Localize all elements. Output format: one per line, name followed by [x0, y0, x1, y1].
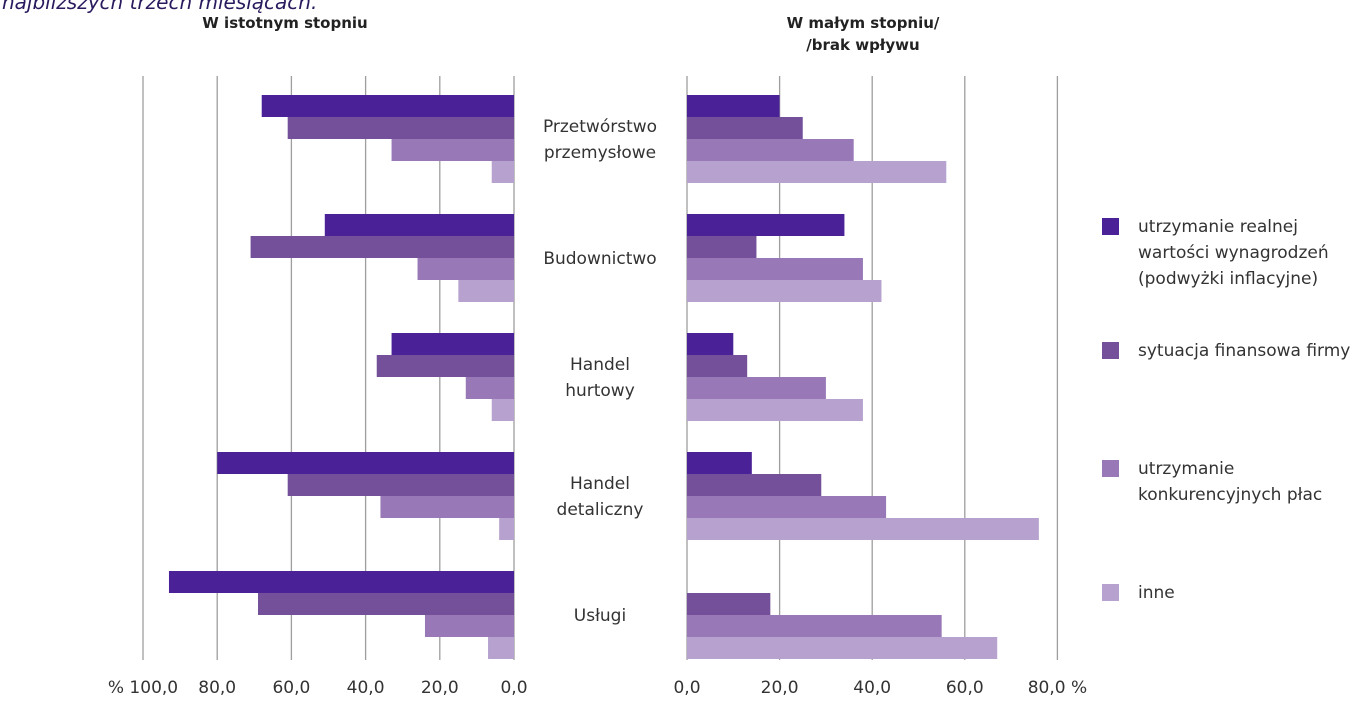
- bar-left-cat2-series0: [391, 333, 514, 355]
- x-tick-label-right-1: 20,0: [761, 678, 799, 698]
- legend-label-1: sytuacja finansowa firmy: [1138, 341, 1351, 361]
- legend-swatch-1: [1102, 342, 1119, 359]
- x-tick-label-left-2: 60,0: [272, 678, 310, 698]
- bar-right-cat4-series2: [687, 615, 942, 637]
- left-panel-header: W istotnym stopniu: [140, 12, 430, 34]
- bar-right-cat3-series3: [687, 518, 1039, 540]
- bar-right-cat0-series2: [687, 139, 854, 161]
- bar-left-cat0-series2: [391, 139, 514, 161]
- x-tick-label-left-4: 20,0: [421, 678, 459, 698]
- legend-swatch-0: [1102, 218, 1119, 235]
- legend-swatch-3: [1102, 584, 1119, 601]
- bar-left-cat1-series2: [417, 258, 514, 280]
- bar-right-cat2-series2: [687, 377, 826, 399]
- bar-left-cat2-series1: [376, 355, 514, 377]
- category-label-2-line0: Handel: [570, 355, 630, 375]
- x-tick-label-right-0: 0,0: [673, 678, 700, 698]
- category-label-1-line0: Budownictwo: [543, 249, 656, 269]
- bar-left-cat3-series1: [287, 474, 514, 496]
- bar-left-cat0-series1: [287, 117, 514, 139]
- x-tick-label-right-3: 60,0: [946, 678, 984, 698]
- right-panel-header: W małym stopniu/ /brak wpływu: [718, 12, 1008, 56]
- bar-right-cat0-series3: [687, 161, 947, 183]
- bar-right-cat3-series2: [687, 496, 887, 518]
- bar-left-cat4-series1: [258, 593, 514, 615]
- left-panel-header-text: W istotnym stopniu: [202, 14, 368, 32]
- bar-left-cat0-series3: [491, 161, 514, 183]
- bar-right-cat1-series3: [687, 280, 882, 302]
- bar-left-cat2-series3: [491, 399, 514, 421]
- bar-left-cat1-series1: [250, 236, 514, 258]
- x-tick-label-right-2: 40,0: [853, 678, 891, 698]
- x-tick-label-left-0: % 100,0: [108, 678, 178, 698]
- category-label-0-line1: przemysłowe: [544, 143, 656, 163]
- bar-right-cat1-series1: [687, 236, 757, 258]
- legend-label-2: utrzymanie konkurencyjnych płac: [1138, 459, 1323, 505]
- chart-caption: najbliższych trzech miesiącach.: [2, 0, 318, 14]
- bar-right-cat4-series3: [687, 637, 998, 659]
- bar-right-cat2-series0: [687, 333, 734, 355]
- right-panel-header-line2: /brak wpływu: [806, 36, 920, 54]
- x-tick-label-left-3: 40,0: [347, 678, 385, 698]
- bar-left-cat1-series0: [324, 214, 514, 236]
- bar-left-cat4-series2: [424, 615, 514, 637]
- category-label-3-line1: detaliczny: [557, 500, 644, 520]
- bar-left-cat3-series2: [380, 496, 514, 518]
- bar-left-cat4-series0: [168, 571, 514, 593]
- bar-left-cat3-series3: [499, 518, 514, 540]
- bar-right-cat3-series0: [687, 452, 752, 474]
- bar-right-cat0-series1: [687, 117, 803, 139]
- bar-left-cat0-series0: [261, 95, 514, 117]
- bar-left-cat3-series0: [217, 452, 514, 474]
- bar-right-cat1-series2: [687, 258, 863, 280]
- x-tick-label-left-5: 0,0: [500, 678, 527, 698]
- bar-right-cat0-series0: [687, 95, 780, 117]
- bar-right-cat2-series1: [687, 355, 748, 377]
- category-label-3-line0: Handel: [570, 474, 630, 494]
- bar-left-cat4-series3: [488, 637, 514, 659]
- legend-label-0: utrzymanie realnej wartości wynagrodzeń …: [1138, 217, 1329, 289]
- x-tick-label-left-1: 80,0: [198, 678, 236, 698]
- bar-right-cat3-series1: [687, 474, 822, 496]
- bar-right-cat4-series1: [687, 593, 771, 615]
- x-tick-label-right-4: 80,0 %: [1028, 678, 1087, 698]
- bar-right-cat2-series3: [687, 399, 863, 421]
- category-label-0-line0: Przetwórstwo: [543, 117, 657, 137]
- legend-swatch-2: [1102, 460, 1119, 477]
- category-label-2-line1: hurtowy: [565, 381, 635, 401]
- bar-left-cat2-series2: [465, 377, 514, 399]
- right-panel-header-line1: W małym stopniu/: [786, 14, 940, 32]
- bar-right-cat1-series0: [687, 214, 845, 236]
- legend-label-3: inne: [1138, 583, 1175, 603]
- category-label-4-line0: Usługi: [574, 606, 626, 626]
- bar-left-cat1-series3: [458, 280, 514, 302]
